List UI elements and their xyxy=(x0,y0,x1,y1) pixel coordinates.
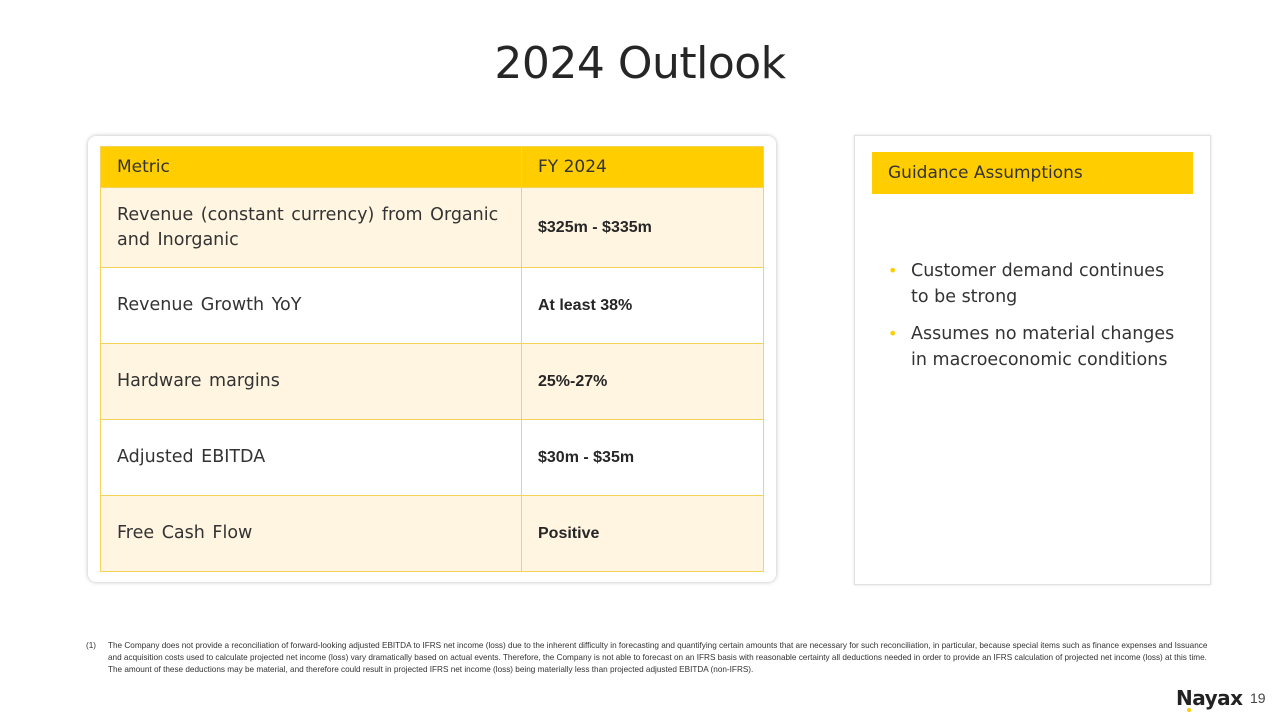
bullet-dot-icon: • xyxy=(888,324,898,343)
outlook-table-card: Metric FY 2024 Revenue (constant currenc… xyxy=(88,136,776,582)
column-header-fy2024: FY 2024 xyxy=(521,146,764,188)
guidance-card: Guidance Assumptions • Customer demand c… xyxy=(854,135,1211,585)
bullet-dot-icon: • xyxy=(888,261,898,280)
value-cell: Positive xyxy=(521,495,764,572)
footnote-text: The Company does not provide a reconcili… xyxy=(108,641,1208,674)
guidance-bullet-list: • Customer demand continues to be strong… xyxy=(885,258,1185,384)
list-item: • Customer demand continues to be strong xyxy=(885,258,1185,310)
table-row: Adjusted EBITDA $30m - $35m xyxy=(100,419,764,496)
table-row: Hardware margins 25%-27% xyxy=(100,343,764,420)
table-row: Free Cash Flow Positive xyxy=(100,495,764,572)
outlook-table: Metric FY 2024 Revenue (constant currenc… xyxy=(100,146,764,572)
logo-text: Nayax xyxy=(1176,686,1243,710)
value-cell: 25%-27% xyxy=(521,343,764,420)
value-cell: $30m - $35m xyxy=(521,419,764,496)
metric-cell: Revenue (constant currency) from Organic… xyxy=(100,187,522,268)
page-number: 19 xyxy=(1250,690,1266,706)
metric-cell: Hardware margins xyxy=(100,343,522,420)
metric-cell: Revenue Growth YoY xyxy=(100,267,522,344)
nayax-logo: Nayax xyxy=(1176,686,1243,712)
table-row: Revenue (constant currency) from Organic… xyxy=(100,187,764,268)
page-title: 2024 Outlook xyxy=(494,38,786,89)
value-cell: $325m - $335m xyxy=(521,187,764,268)
bullet-text: Assumes no material changes in macroecon… xyxy=(911,324,1175,370)
footnote: (1) The Company does not provide a recon… xyxy=(86,640,1216,676)
table-header-row: Metric FY 2024 xyxy=(100,146,764,188)
footnote-number: (1) xyxy=(86,641,97,650)
metric-cell: Free Cash Flow xyxy=(100,495,522,572)
guidance-header: Guidance Assumptions xyxy=(872,152,1193,194)
bullet-text: Customer demand continues to be strong xyxy=(911,261,1165,307)
list-item: • Assumes no material changes in macroec… xyxy=(885,321,1185,373)
logo-dot-icon xyxy=(1187,708,1191,712)
metric-cell: Adjusted EBITDA xyxy=(100,419,522,496)
column-header-metric: Metric xyxy=(100,146,522,188)
value-cell: At least 38% xyxy=(521,267,764,344)
table-row: Revenue Growth YoY At least 38% xyxy=(100,267,764,344)
